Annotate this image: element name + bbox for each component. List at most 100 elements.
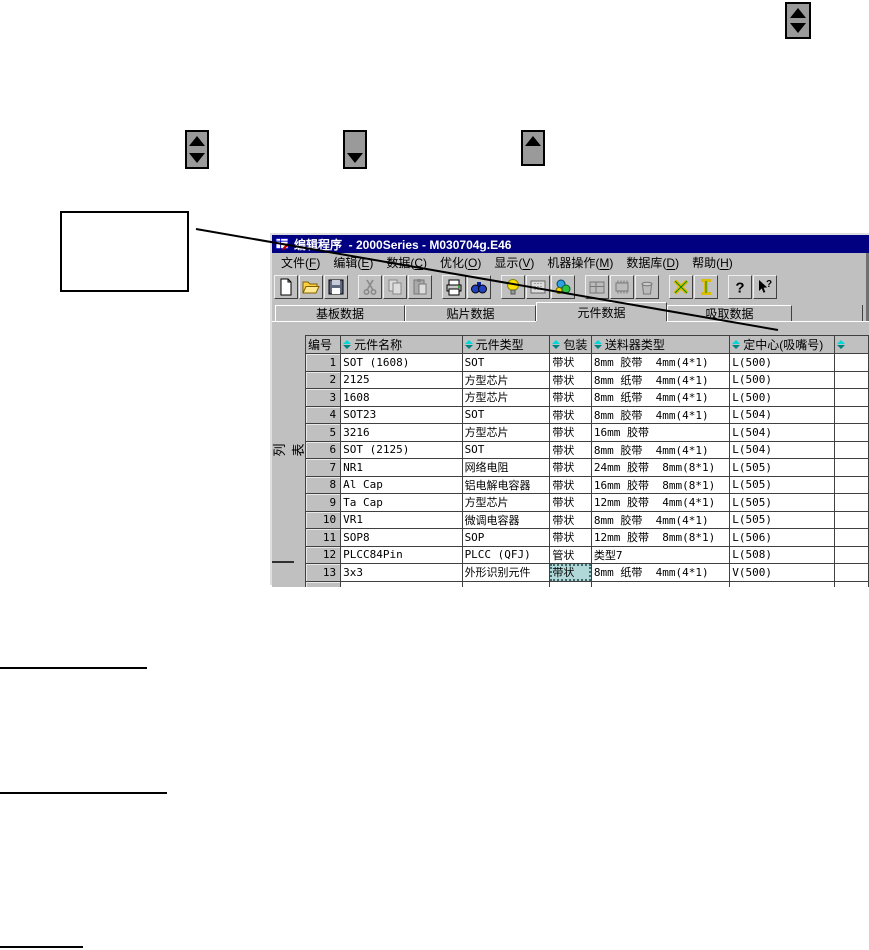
help-icon[interactable]: ? — [728, 275, 752, 299]
data-cell[interactable]: L(500) — [729, 353, 835, 372]
data-cell[interactable] — [833, 580, 869, 587]
menu-item-help[interactable]: 帮助(H) — [686, 253, 740, 272]
data-cell[interactable]: 12mm 胶带 4mm(4*1) — [590, 493, 731, 512]
data-cell[interactable] — [833, 405, 869, 424]
row-number-cell[interactable]: 12 — [304, 545, 342, 564]
menu-item-database[interactable]: 数据库(D) — [620, 253, 686, 272]
data-cell[interactable]: 带状 — [549, 493, 592, 512]
data-cell[interactable]: L(505) — [729, 475, 835, 494]
sort-indicator-icon[interactable] — [732, 340, 741, 349]
data-cell[interactable] — [729, 580, 835, 587]
data-cell[interactable]: NR1 — [340, 458, 463, 477]
delete-icon[interactable] — [635, 275, 659, 299]
data-cell[interactable]: 带状 — [549, 475, 592, 494]
data-cell[interactable]: 12mm 胶带 8mm(8*1) — [590, 528, 731, 547]
data-cell[interactable]: L(506) — [729, 528, 835, 547]
data-cell[interactable]: 类型7 — [590, 545, 731, 564]
data-cell[interactable]: L(504) — [729, 440, 835, 459]
row-number-cell[interactable]: 7 — [304, 458, 342, 477]
data-cell[interactable]: 带状 — [549, 528, 592, 547]
row-number-cell[interactable]: 8 — [304, 475, 342, 494]
data-cell[interactable]: L(505) — [729, 510, 835, 529]
data-cell[interactable] — [340, 580, 463, 587]
data-cell[interactable]: 8mm 纸带 4mm(4*1) — [590, 370, 731, 389]
new-document-icon[interactable] — [274, 275, 298, 299]
data-cell[interactable]: L(505) — [729, 493, 835, 512]
data-cell[interactable]: SOT — [461, 440, 551, 459]
data-cell[interactable]: 24mm 胶带 8mm(8*1) — [590, 458, 731, 477]
data-cell[interactable]: 微调电容器 — [461, 510, 551, 529]
tab-基板数据[interactable]: 基板数据 — [275, 305, 405, 321]
column-header-包装[interactable]: 包装 — [549, 335, 592, 354]
sort-indicator-icon[interactable] — [343, 340, 352, 349]
sort-indicator-icon[interactable] — [552, 340, 561, 349]
row-number-cell[interactable]: 11 — [304, 528, 342, 547]
menu-item-file[interactable]: 文件(F) — [275, 253, 327, 272]
data-cell[interactable]: 8mm 胶带 4mm(4*1) — [590, 353, 731, 372]
row-number-cell[interactable] — [304, 580, 342, 587]
row-number-cell[interactable]: 1 — [304, 353, 342, 372]
row-number-cell[interactable]: 3 — [304, 388, 342, 407]
data-cell[interactable]: SOP — [461, 528, 551, 547]
data-cell[interactable]: 8mm 胶带 4mm(4*1) — [590, 440, 731, 459]
data-cell[interactable]: SOT (2125) — [340, 440, 463, 459]
data-cell[interactable]: 3x3 — [340, 563, 463, 582]
row-number-cell[interactable]: 4 — [304, 405, 342, 424]
data-cell[interactable]: 2125 — [340, 370, 463, 389]
data-cell[interactable]: L(504) — [729, 423, 835, 442]
data-cell[interactable]: L(500) — [729, 370, 835, 389]
data-cell[interactable]: 网络电阻 — [461, 458, 551, 477]
data-cell[interactable]: L(508) — [729, 545, 835, 564]
data-cell[interactable] — [833, 388, 869, 407]
save-icon[interactable] — [324, 275, 348, 299]
data-cell[interactable]: Ta Cap — [340, 493, 463, 512]
data-cell[interactable]: L(504) — [729, 405, 835, 424]
data-cell[interactable]: SOT — [461, 405, 551, 424]
data-cell[interactable] — [833, 370, 869, 389]
machine-icon[interactable] — [585, 275, 609, 299]
data-cell[interactable]: 带状 — [549, 370, 592, 389]
data-cell[interactable]: 8mm 胶带 4mm(4*1) — [590, 510, 731, 529]
data-cell[interactable]: L(505) — [729, 458, 835, 477]
optimize-bulb-icon[interactable] — [501, 275, 525, 299]
data-cell[interactable]: SOT (1608) — [340, 353, 463, 372]
data-cell[interactable] — [833, 440, 869, 459]
y-spacing-icon[interactable] — [694, 275, 718, 299]
copy-icon[interactable] — [383, 275, 407, 299]
data-cell[interactable]: 铝电解电容器 — [461, 475, 551, 494]
data-cell[interactable] — [461, 580, 551, 587]
tab-元件数据[interactable]: 元件数据 — [536, 302, 667, 321]
data-cell[interactable] — [549, 580, 592, 587]
row-number-cell[interactable]: 2 — [304, 370, 342, 389]
data-cell[interactable]: 方型芯片 — [461, 423, 551, 442]
search-icon[interactable] — [467, 275, 491, 299]
data-cell[interactable]: 带状 — [549, 458, 592, 477]
data-cell[interactable]: 16mm 胶带 — [590, 423, 731, 442]
row-number-cell[interactable]: 6 — [304, 440, 342, 459]
data-cell[interactable]: 方型芯片 — [461, 388, 551, 407]
data-cell[interactable]: 带状 — [549, 423, 592, 442]
tab-贴片数据[interactable]: 贴片数据 — [405, 305, 536, 321]
data-cell[interactable]: 外形识别元件 — [461, 563, 551, 582]
data-cell[interactable]: 3216 — [340, 423, 463, 442]
data-cell[interactable] — [833, 528, 869, 547]
column-header-元件名称[interactable]: 元件名称 — [340, 335, 463, 354]
data-cell[interactable]: 1608 — [340, 388, 463, 407]
data-cell[interactable]: VR1 — [340, 510, 463, 529]
data-cell[interactable]: 带状 — [549, 405, 592, 424]
data-cell[interactable] — [833, 423, 869, 442]
data-cell[interactable]: Al Cap — [340, 475, 463, 494]
data-cell[interactable]: 带状 — [549, 353, 592, 372]
data-cell[interactable] — [590, 580, 731, 587]
data-cell[interactable]: SOT — [461, 353, 551, 372]
row-number-cell[interactable]: 13 — [304, 563, 342, 582]
data-cell[interactable]: 方型芯片 — [461, 493, 551, 512]
sort-indicator-icon[interactable] — [836, 340, 845, 349]
data-cell[interactable]: 8mm 纸带 4mm(4*1) — [590, 563, 731, 582]
data-cell[interactable] — [833, 458, 869, 477]
sort-indicator-icon[interactable] — [593, 340, 602, 349]
data-cell[interactable]: 带状 — [549, 563, 592, 582]
data-cell[interactable]: 管状 — [549, 545, 592, 564]
menu-item-edit[interactable]: 编辑(E) — [327, 253, 380, 272]
data-cell[interactable]: PLCC (QFJ) — [461, 545, 551, 564]
